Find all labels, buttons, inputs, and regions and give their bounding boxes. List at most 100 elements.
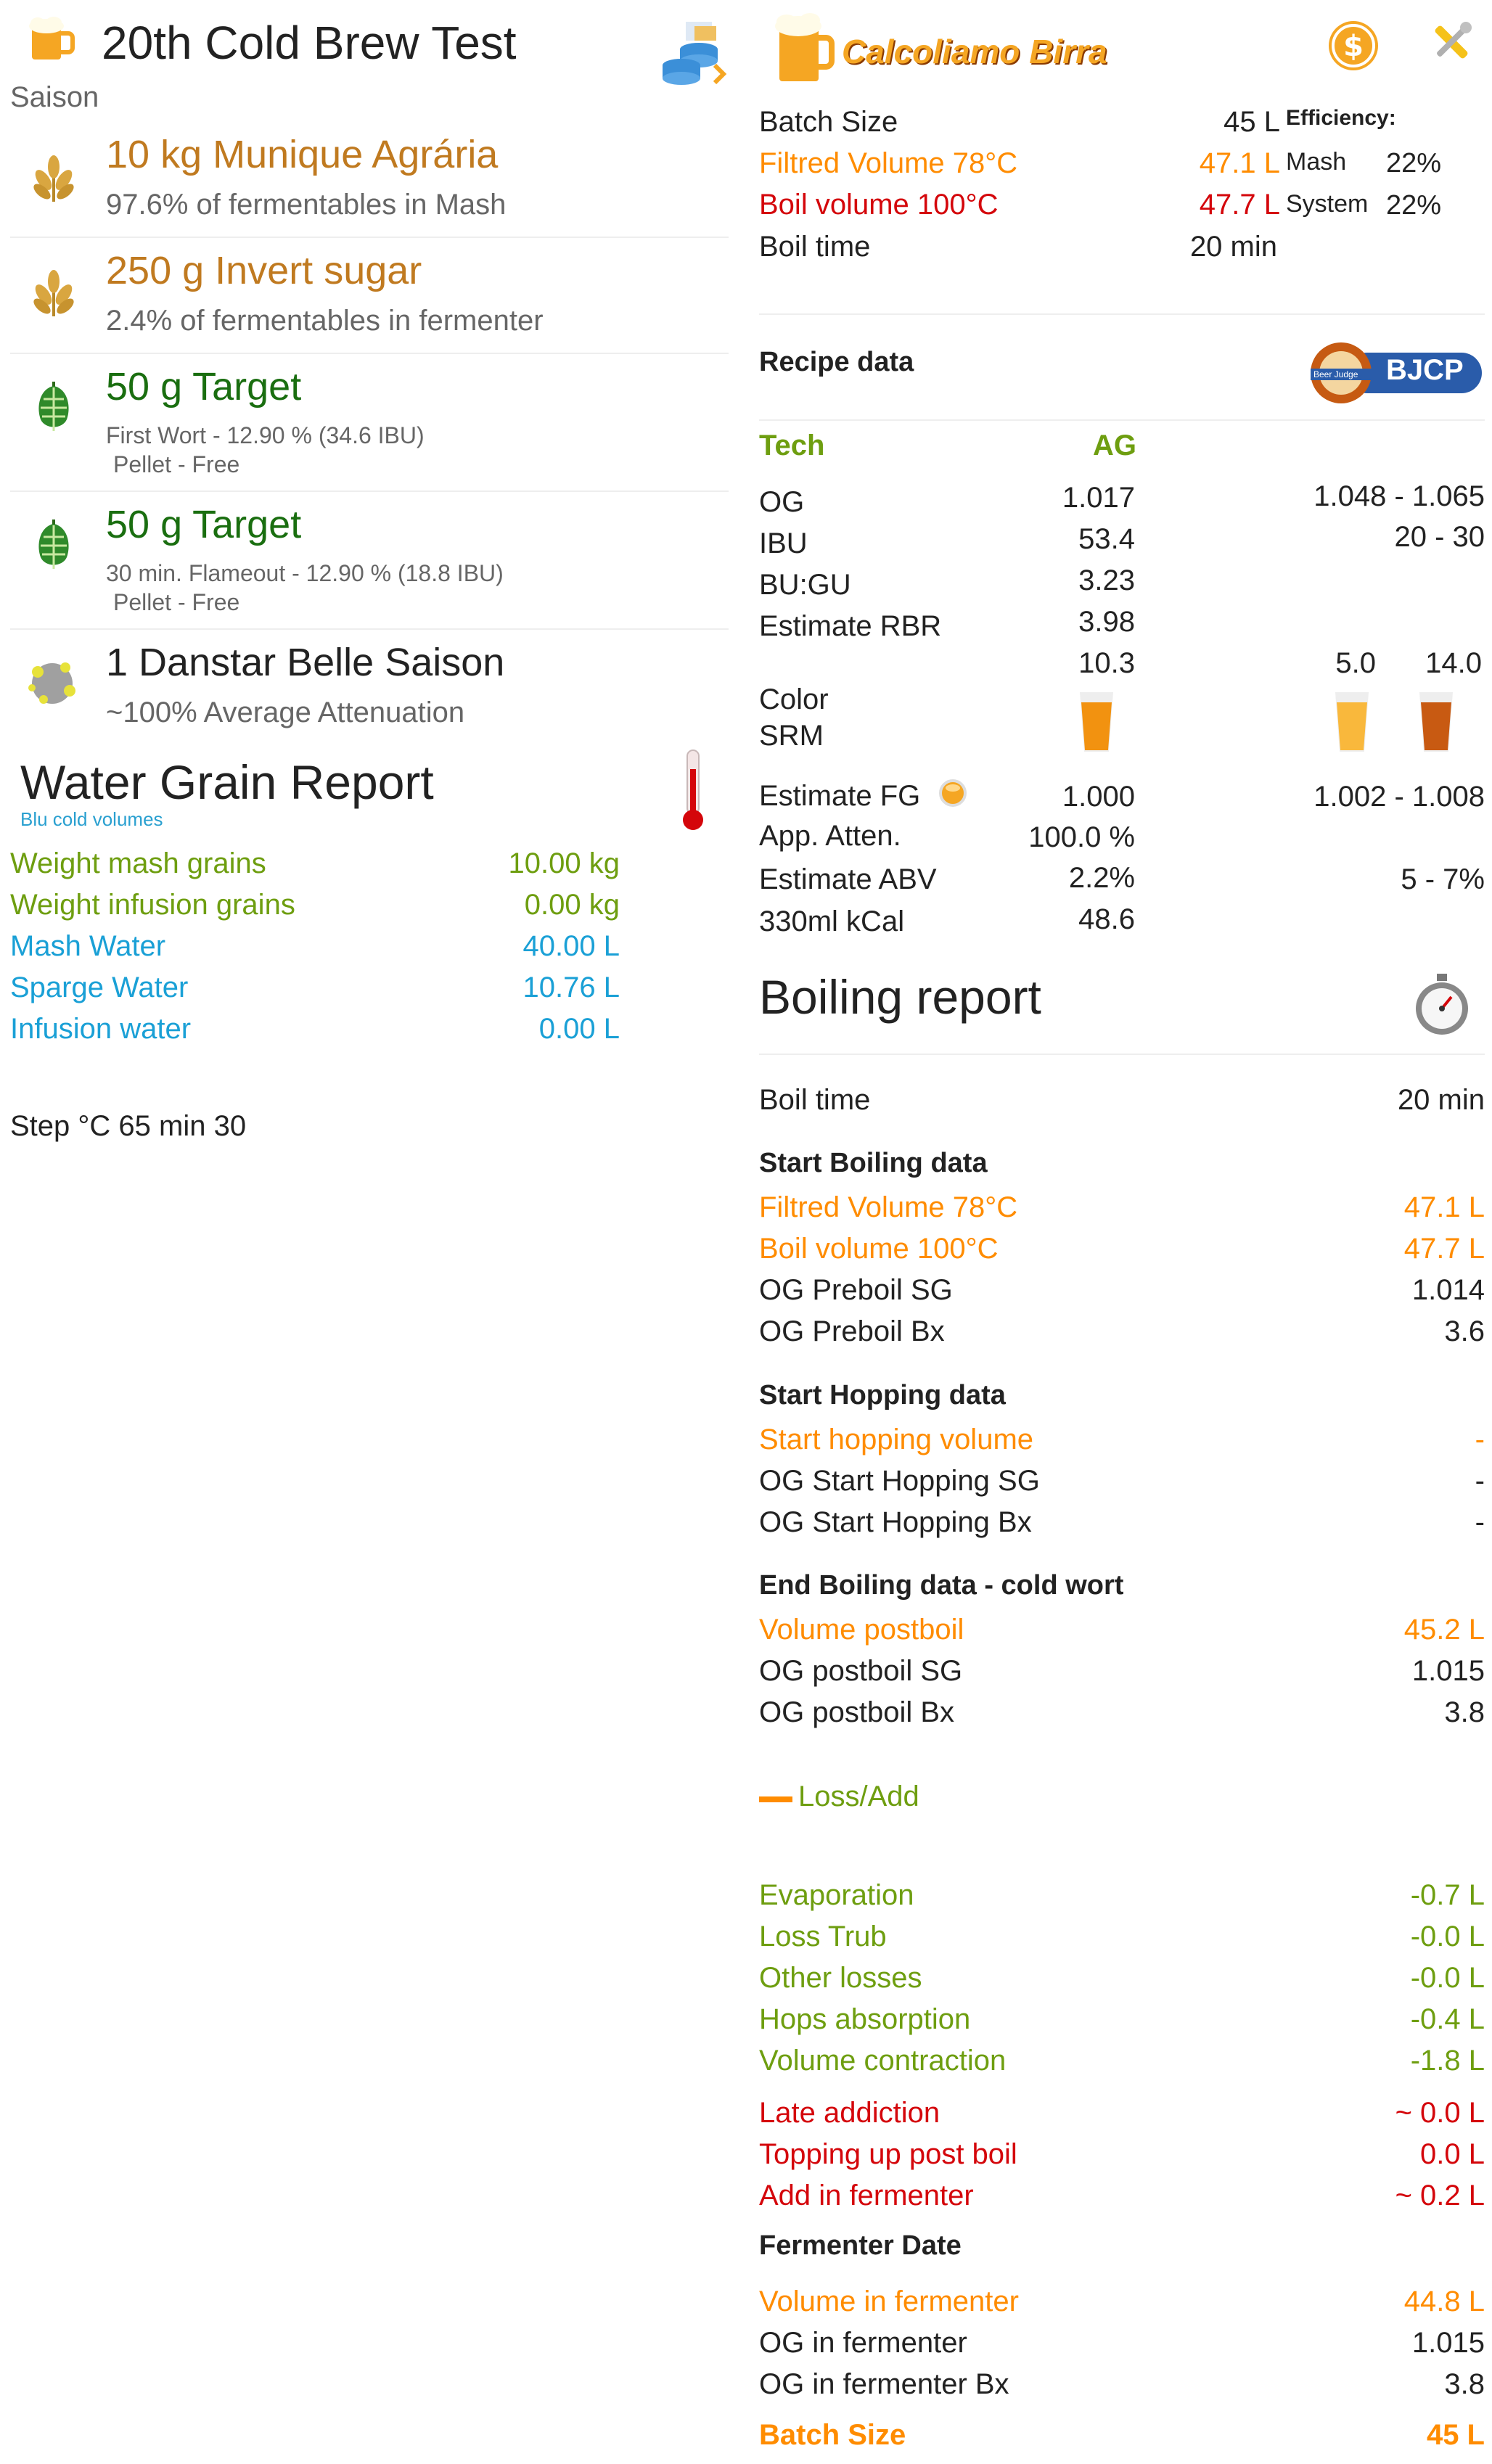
row-value: 44.8 L (1403, 2286, 1485, 2317)
ag-header: AG (1093, 430, 1136, 461)
row-value: -0.0 L (1410, 1921, 1485, 1952)
row-label: Volume postboil (759, 1614, 964, 1646)
row-value: 20 min (1397, 1084, 1485, 1116)
ingredient-row[interactable]: 50 g Target First Wort - 12.90 % (34.6 I… (10, 356, 729, 492)
color-label: Color (759, 683, 829, 715)
row-value: 1.014 (1411, 1274, 1485, 1306)
mash-efficiency-value: 22% (1386, 148, 1442, 178)
fg-value: 1.000 (1062, 781, 1135, 813)
row-value: 0.00 L (538, 1013, 620, 1045)
og-postboil-sg-row: OG postboil SG 1.015 (759, 1655, 1485, 1696)
tech-header: Tech (759, 430, 825, 461)
row-value: 0.00 kg (524, 889, 620, 921)
og-value: 1.017 (1062, 482, 1135, 514)
late-addiction-row: Late addiction ~ 0.0 L (759, 2097, 1485, 2137)
efficiency-title: Efficiency: (1286, 106, 1396, 130)
row-value: - (1475, 1506, 1485, 1538)
batch-size-row: Batch Size 45 L (759, 106, 1280, 147)
boil-volume-row: Boil volume 100°C 47.7 L (759, 189, 1280, 229)
row-label: Boil volume 100°C (759, 189, 999, 221)
row-label: OG Preboil Bx (759, 1315, 945, 1347)
bugu-label: BU:GU (759, 569, 851, 601)
rbr-label: Estimate RBR (759, 610, 942, 642)
row-label: Boil time (759, 1084, 871, 1116)
boiling-report-title: Boiling report (759, 970, 1041, 1024)
row-label: Batch Size (759, 106, 898, 138)
ibu-label: IBU (759, 527, 808, 559)
row-value: 47.7 L (1403, 1233, 1485, 1265)
row-label: Weight infusion grains (10, 889, 295, 921)
og-preboil-bx-row: OG Preboil Bx 3.6 (759, 1315, 1485, 1356)
loss-add-toggle[interactable]: Loss/Add (759, 1779, 977, 1820)
kcal-value: 48.6 (1078, 903, 1135, 935)
row-value: 45 L (1426, 2419, 1485, 2451)
og-postboil-bx-row: OG postboil Bx 3.8 (759, 1696, 1485, 1737)
row-value: 1.015 (1411, 2327, 1485, 2359)
hop-icon (38, 382, 69, 431)
tools-icon[interactable] (1427, 17, 1477, 68)
row-value: 3.6 (1444, 1315, 1485, 1347)
og-start-hopping-bx-row: OG Start Hopping Bx - (759, 1506, 1485, 1547)
og-range: 1.048 - 1.065 (1313, 480, 1485, 512)
og-preboil-sg-row: OG Preboil SG 1.014 (759, 1274, 1485, 1315)
grain-icon (33, 155, 74, 202)
row-label: Add in fermenter (759, 2180, 974, 2212)
row-value: 10.76 L (522, 972, 620, 1003)
other-losses-row: Other losses -0.0 L (759, 1962, 1485, 2003)
ingredient-detail: 2.4% of fermentables in fermenter (106, 305, 544, 337)
row-label: Volume in fermenter (759, 2286, 1019, 2317)
row-value: 40.00 L (522, 930, 620, 962)
bjcp-logo-icon (1311, 342, 1482, 403)
bjcp-badge[interactable]: BJCP Beer Judge (1308, 340, 1485, 406)
row-value: ~ 0.0 L (1395, 2097, 1485, 2129)
row-label: OG in fermenter Bx (759, 2368, 1009, 2400)
boil-time-row: Boil time 20 min (759, 231, 1277, 271)
recipe-title: 20th Cold Brew Test (102, 17, 517, 69)
beer-glass-light-icon (1335, 692, 1369, 752)
ingredient-detail: First Wort - 12.90 % (34.6 IBU) (106, 422, 425, 448)
row-value: 47.1 L (1403, 1191, 1485, 1223)
boil-time-row: Boil time 20 min (759, 1084, 1485, 1125)
row-value: 3.8 (1444, 1696, 1485, 1728)
yeast-icon (28, 662, 75, 704)
ingredient-row[interactable]: 50 g Target 30 min. Flameout - 12.90 % (… (10, 493, 729, 630)
row-value: - (1475, 1465, 1485, 1497)
bjcp-label: BJCP (1386, 354, 1464, 386)
row-label: Volume contraction (759, 2045, 1007, 2077)
ingredient-name: 250 g Invert sugar (106, 249, 422, 292)
row-value: 45.2 L (1403, 1614, 1485, 1646)
abv-value: 2.2% (1068, 862, 1135, 894)
dollar-icon[interactable]: $ (1325, 17, 1382, 74)
ibu-range: 20 - 30 (1394, 521, 1485, 553)
start-filtred-volume-row: Filtred Volume 78°C 47.1 L (759, 1191, 1485, 1232)
og-in-fermenter-row: OG in fermenter 1.015 (759, 2327, 1485, 2368)
app-logo-text: Calcoliamo Birra (842, 33, 1107, 70)
row-value: - (1475, 1424, 1485, 1455)
volume-postboil-row: Volume postboil 45.2 L (759, 1614, 1485, 1654)
right-column: Calcoliamo Birra $ Batch Size 45 L Filtr… (740, 0, 1492, 2464)
row-value: 10.00 kg (508, 847, 620, 879)
weight-infusion-grains-row: Weight infusion grains 0.00 kg (10, 889, 620, 929)
logo-mug-icon (775, 13, 835, 81)
divider (759, 419, 1485, 421)
mash-efficiency-label: Mash (1286, 148, 1347, 176)
infusion-water-row: Infusion water 0.00 L (10, 1013, 620, 1054)
og-in-fermenter-bx-row: OG in fermenter Bx 3.8 (759, 2368, 1485, 2409)
kcal-label: 330ml kCal (759, 905, 905, 937)
volume-in-fermenter-row: Volume in fermenter 44.8 L (759, 2286, 1485, 2326)
sparge-water-row: Sparge Water 10.76 L (10, 972, 620, 1012)
ingredient-row[interactable]: 10 kg Munique Agrária 97.6% of fermentab… (10, 123, 729, 238)
divider (759, 1054, 1485, 1055)
ingredient-row[interactable]: 1 Danstar Belle Saison ~100% Average Att… (10, 631, 729, 740)
mash-water-row: Mash Water 40.00 L (10, 930, 620, 971)
database-sync-icon[interactable] (657, 22, 729, 90)
row-label: Boil volume 100°C (759, 1233, 999, 1265)
ingredient-name: 50 g Target (106, 365, 302, 408)
filtred-volume-row: Filtred Volume 78°C 47.1 L (759, 147, 1280, 188)
stopwatch-icon[interactable] (1409, 972, 1475, 1038)
og-start-hopping-sg-row: OG Start Hopping SG - (759, 1465, 1485, 1506)
thermometer-icon (683, 750, 703, 830)
ingredient-row[interactable]: 250 g Invert sugar 2.4% of fermentables … (10, 239, 729, 354)
bjcp-small-label: Beer Judge (1313, 369, 1358, 379)
start-boiling-title: Start Boiling data (759, 1148, 988, 1178)
